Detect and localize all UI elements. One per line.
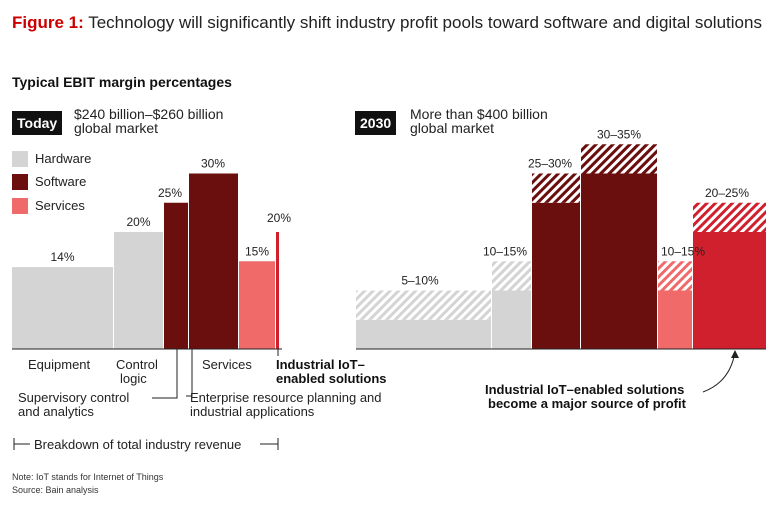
future-label-supervisory-control-and-analytics: 25–30% — [528, 157, 572, 171]
future-label-services: 10–15% — [661, 244, 705, 258]
today-label-industrial-iot-enabled-solutions: 20% — [267, 211, 291, 225]
chart-subtitle: Typical EBIT margin percentages — [12, 74, 232, 90]
future-range-services — [658, 261, 692, 291]
future-label-industrial-iot-enabled-solutions: 20–25% — [705, 186, 749, 200]
future-range-industrial-iot-enabled-solutions — [693, 202, 766, 232]
today-bars — [12, 173, 279, 349]
future-bar-services — [658, 290, 692, 349]
today-bar-supervisory-control-and-analytics — [164, 202, 188, 349]
legend-software-label: Software — [35, 174, 87, 189]
category-control-line2: logic — [120, 371, 147, 386]
future-bar-equipment — [356, 319, 491, 349]
category-scada-line1: Supervisory control — [18, 390, 130, 405]
legend-hardware-swatch — [12, 151, 28, 167]
today-label-services: 15% — [245, 244, 269, 258]
today-market-line2: global market — [74, 120, 159, 136]
category-erp-line2: industrial applications — [190, 404, 315, 419]
revenue-axis-note: Breakdown of total industry revenue — [34, 437, 242, 452]
category-services: Services — [202, 357, 252, 372]
figure-title-text: Technology will significantly shift indu… — [88, 13, 762, 32]
today-bar-control-logic — [114, 232, 163, 349]
footnote: Note: IoT stands for Internet of Things — [12, 472, 164, 482]
future-market-line1: More than $400 billion — [410, 106, 548, 122]
future-label-control-logic: 10–15% — [483, 244, 527, 258]
callout-line2: become a major source of profit — [488, 396, 686, 411]
today-label-equipment: 14% — [50, 250, 74, 264]
callout-line1: Industrial IoT–enabled solutions — [485, 382, 685, 397]
category-equipment: Equipment — [28, 357, 91, 372]
today-label-supervisory-control-and-analytics: 25% — [158, 186, 182, 200]
category-erp-line1: Enterprise resource planning and — [190, 390, 382, 405]
category-iiot-line1: Industrial IoT– — [276, 357, 365, 372]
future-market-line2: global market — [410, 120, 495, 136]
future-range-enterprise-resource-planning-and-industrial-applications — [581, 144, 657, 174]
category-scada-line2: and analytics — [18, 404, 94, 419]
future-tag: 2030 — [355, 111, 397, 135]
legend-software-swatch — [12, 174, 28, 190]
today-label-control-logic: 20% — [126, 215, 150, 229]
today-bar-services — [239, 261, 275, 349]
category-control-line1: Control — [116, 357, 158, 372]
today-bar-equipment — [12, 267, 113, 349]
future-label-enterprise-resource-planning-and-industrial-applications: 30–35% — [597, 127, 641, 141]
value-labels: 14% 20% 25% 30% 15% 20% 5–10% 10–15% 25–30% 30–35… — [50, 127, 749, 287]
future-range-supervisory-control-and-analytics — [532, 173, 580, 203]
future-label-equipment: 5–10% — [401, 274, 439, 288]
legend-services-swatch — [12, 198, 28, 214]
future-bar-enterprise-resource-planning-and-industrial-applications — [581, 173, 657, 349]
today-tag: Today — [12, 111, 63, 135]
today-market-line1: $240 billion–$260 billion — [74, 106, 224, 122]
figure-title: Figure 1: Technology will significantly … — [12, 13, 762, 33]
legend-services-label: Services — [35, 198, 85, 213]
future-bar-control-logic — [492, 290, 531, 349]
today-bar-industrial-iot-enabled-solutions — [276, 232, 279, 349]
legend-hardware-label: Hardware — [35, 151, 92, 166]
leader-lines — [13, 349, 739, 450]
future-bar-supervisory-control-and-analytics — [532, 202, 580, 349]
today-bar-enterprise-resource-planning-and-industrial-applications — [189, 173, 238, 349]
category-iiot-line2: enabled solutions — [276, 371, 387, 386]
future-range-control-logic — [492, 261, 531, 291]
future-bars — [356, 144, 766, 349]
today-label-enterprise-resource-planning-and-industrial-applications: 30% — [201, 157, 225, 171]
figure-label: Figure 1: — [12, 13, 84, 32]
source-note: Source: Bain analysis — [12, 485, 99, 495]
future-bar-industrial-iot-enabled-solutions — [693, 232, 766, 349]
future-range-equipment — [356, 290, 491, 320]
